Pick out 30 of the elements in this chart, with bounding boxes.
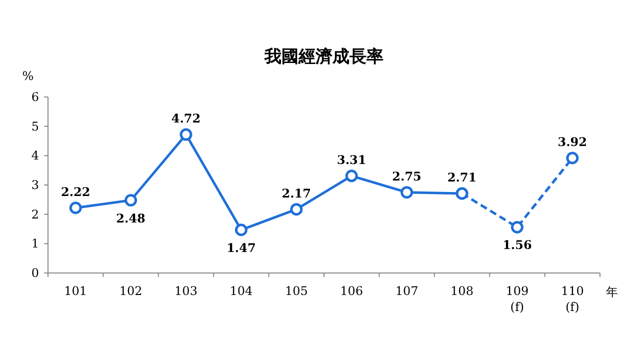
x-tick-label: 110 (f): [560, 284, 584, 314]
y-tick-label: 1: [31, 236, 39, 251]
x-tick-label: 108: [450, 284, 474, 298]
x-tick-label: 101: [64, 284, 88, 298]
x-axis-title: 年: [606, 285, 618, 299]
x-tick-label: 107: [395, 284, 418, 298]
y-tick-label: 0: [31, 266, 39, 280]
data-label: 1.56: [502, 238, 532, 252]
data-label: 1.47: [226, 240, 256, 255]
data-label: 4.72: [171, 112, 201, 126]
y-tick-label: 6: [31, 90, 39, 104]
data-label: 2.48: [116, 211, 146, 226]
chart-title: 我國經濟成長率: [264, 47, 384, 67]
x-tick-label: 105: [284, 284, 308, 298]
data-label: 3.92: [558, 135, 588, 150]
x-tick-label: 106: [340, 284, 364, 298]
data-label: 3.31: [336, 152, 366, 167]
data-label: 2.22: [60, 184, 90, 199]
y-axis-title: %: [22, 69, 34, 83]
data-label: 2.75: [392, 169, 422, 184]
x-tick-label: 103: [174, 284, 198, 298]
y-tick-label: 4: [31, 148, 40, 163]
y-tick-label: 2: [31, 207, 39, 222]
y-tick-label: 5: [31, 119, 39, 134]
y-tick-label: 3: [31, 178, 39, 192]
data-label: 2.71: [447, 170, 477, 185]
x-tick-label: 102: [119, 284, 142, 298]
x-tick-label: 109 (f): [506, 284, 529, 314]
data-label: 2.17: [282, 186, 312, 200]
x-tick-label: 104: [230, 284, 254, 298]
